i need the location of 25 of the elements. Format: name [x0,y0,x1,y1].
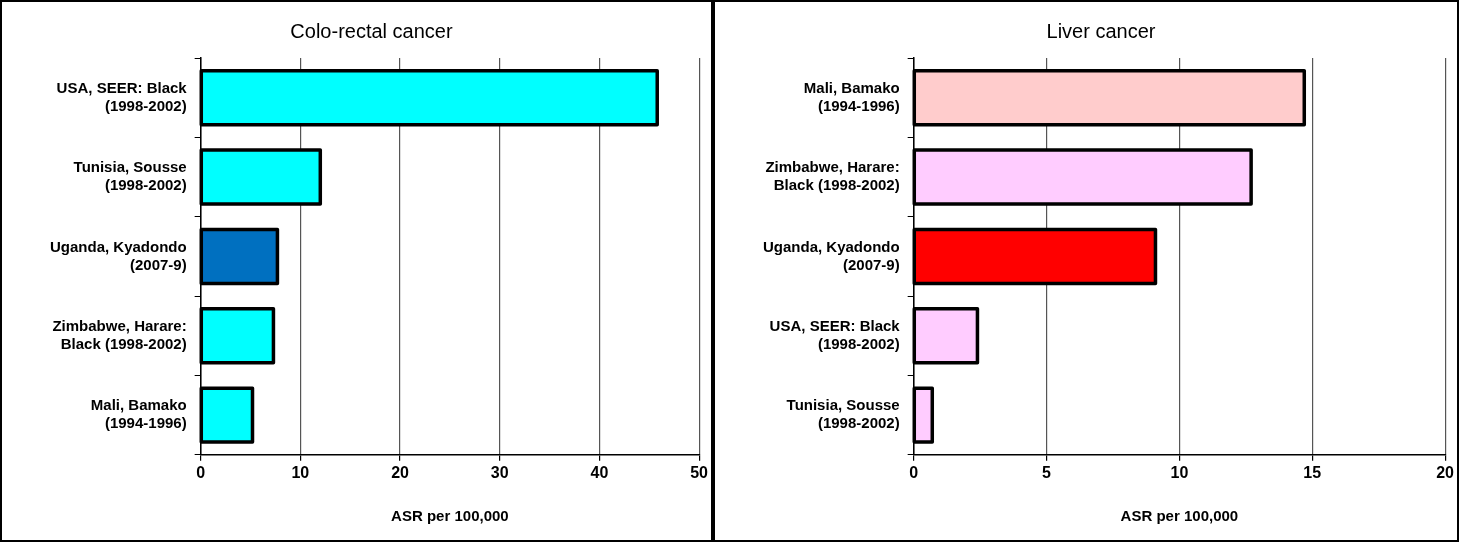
x-tick-label: 20 [391,463,410,481]
x-axis-title: ASR per 100,000 [391,507,509,525]
x-tick-label: 0 [909,463,919,481]
y-tick-label: USA, SEER: Black (1998-2002) [56,78,188,114]
y-tick-label: Mali, Bamako (1994-1996) [803,78,900,114]
chart-title: Liver cancer [1046,19,1156,42]
x-tick-label: 0 [196,463,206,481]
y-tick-label: Tunisia, Sousse (1998-2002) [786,396,900,432]
x-tick-label: 40 [590,463,609,481]
y-tick-label: Tunisia, Sousse (1998-2002) [73,158,187,194]
x-tick-label: 30 [490,463,509,481]
y-tick-label: Mali, Bamako (1994-1996) [90,396,187,432]
x-tick-label: 10 [1170,463,1189,481]
x-tick-label: 15 [1303,463,1322,481]
x-tick-label: 50 [690,463,709,481]
x-axis-title: ASR per 100,000 [1120,507,1239,525]
y-tick-label: USA, SEER: Black (1998-2002) [769,316,901,352]
y-tick-label: Uganda, Kyadondo (2007-9) [50,237,187,273]
chart-title: Colo-rectal cancer [290,19,453,42]
x-tick-label: 20 [1436,463,1455,481]
x-tick-label: 5 [1042,463,1052,481]
y-tick-label: Uganda, Kyadondo (2007-9) [763,237,900,273]
y-tick-label: Zimbabwe, Harare: Black (1998-2002) [765,158,900,194]
x-tick-label: 10 [291,463,310,481]
y-tick-label: Zimbabwe, Harare: Black (1998-2002) [52,316,187,352]
